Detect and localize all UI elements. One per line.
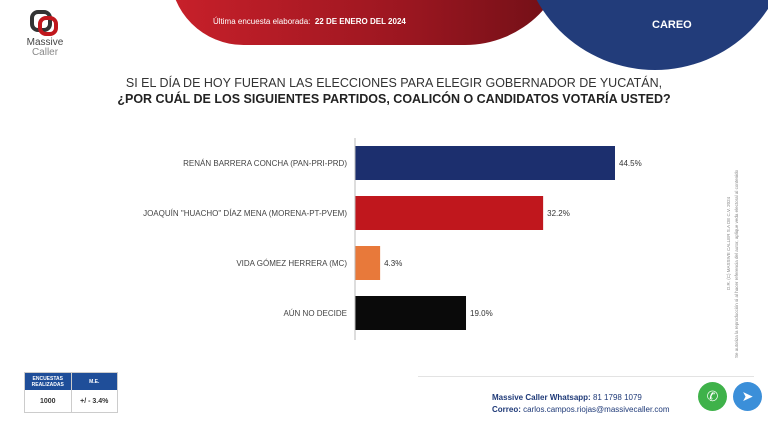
survey-date-value: 22 DE ENERO DEL 2024 — [314, 17, 406, 26]
whatsapp-icon[interactable]: ✆ — [698, 382, 727, 411]
question-line2: ¿POR CUÁL DE LOS SIGUIENTES PARTIDOS, CO… — [117, 92, 671, 106]
question-line1: SI EL DÍA DE HOY FUERAN LAS ELECCIONES P… — [125, 76, 663, 90]
logo: Massive Caller — [20, 10, 70, 58]
section-title: CAREO — [652, 19, 692, 31]
category-label: JOAQUÍN "HUACHO" DÍAZ MENA (MORENA-PT-PV… — [143, 209, 347, 218]
surveys-header: ENCUESTAS REALIZADAS — [25, 373, 72, 390]
logo-icon — [30, 10, 58, 36]
email-label: Correo: — [492, 405, 521, 414]
whatsapp-label: Massive Caller Whatsapp: — [492, 393, 591, 402]
category-label: AÚN NO DECIDE — [283, 309, 347, 318]
logo-text-2: Caller — [31, 47, 59, 58]
contact-info: Massive Caller Whatsapp: 81 1798 1079 Co… — [492, 392, 670, 416]
header-blue-circle — [520, 0, 768, 70]
survey-date: Última encuesta elaborada: 22 DE ENERO D… — [213, 17, 406, 26]
data-label: 4.3% — [384, 259, 402, 268]
header-red-band — [170, 0, 570, 45]
surveys-value: 1000 — [25, 390, 72, 412]
side-note: D.R. (C) MASSIVE CALLER S.A DE C.V. 2024… — [700, 140, 760, 360]
data-label: 19.0% — [470, 309, 493, 318]
whatsapp-number[interactable]: 81 1798 1079 — [592, 393, 642, 402]
copyright-text: D.R. (C) MASSIVE CALLER S.A DE C.V. 2024 — [726, 196, 731, 290]
category-label: RENÁN BARRERA CONCHA (PAN-PRI-PRD) — [183, 159, 347, 168]
data-label: 32.2% — [547, 209, 570, 218]
divider — [418, 376, 754, 377]
bar — [355, 196, 544, 230]
bar — [355, 146, 615, 180]
data-label: 44.5% — [619, 159, 642, 168]
me-value: +/ - 3.4% — [80, 397, 109, 405]
logo-text-1: Massive — [26, 37, 64, 48]
category-label: VIDA GÓMEZ HERRERA (MC) — [236, 259, 347, 268]
bar — [355, 246, 381, 280]
survey-date-label: Última encuesta elaborada: — [213, 17, 311, 26]
email-link[interactable]: carlos.campos.riojas@massivecaller.com — [523, 405, 670, 414]
stats-table: ENCUESTAS REALIZADAS M.E. 1000 +/ - 3.4% — [24, 372, 118, 413]
bar — [355, 296, 467, 330]
bar-chart: RENÁN BARRERA CONCHA (PAN-PRI-PRD) 44.5% J… — [143, 138, 642, 340]
telegram-icon[interactable]: ➤ — [733, 382, 762, 411]
me-header: M.E. — [89, 378, 100, 385]
notice-text: Se autoriza la reproducción si al hacer … — [734, 169, 739, 358]
